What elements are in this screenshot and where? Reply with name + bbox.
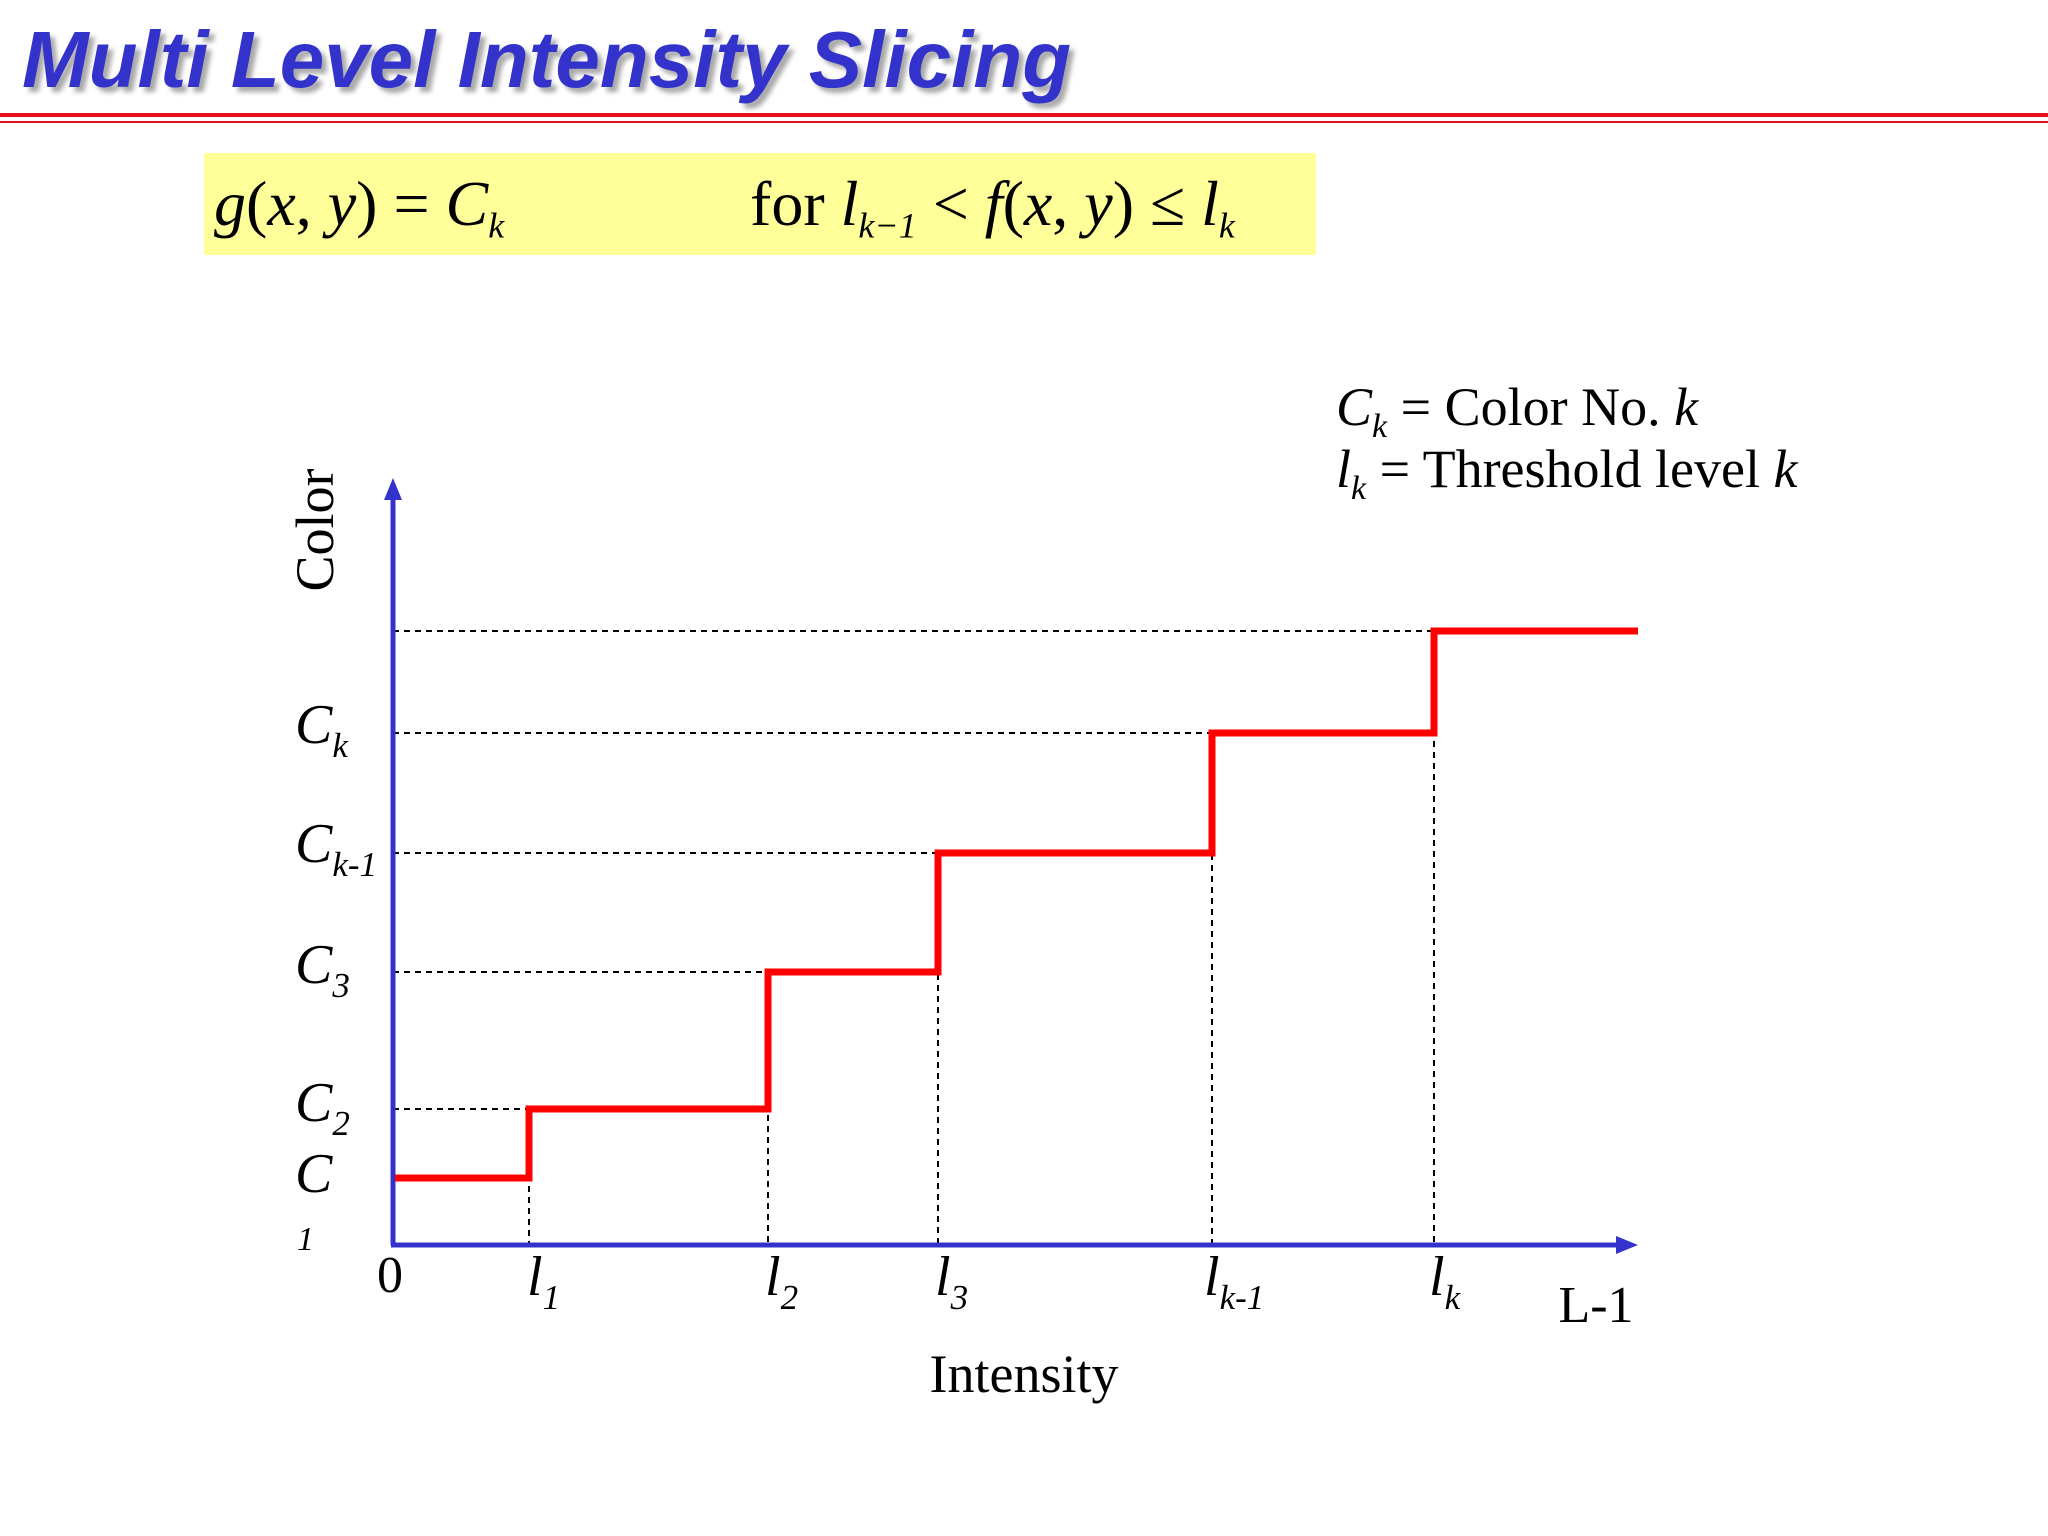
formula-rhs: for lk−1 < f(x, y) ≤ lk [750, 168, 1235, 246]
title-underline-thin [0, 121, 2048, 123]
x-tick-label: lk [1429, 1246, 1462, 1317]
title-underline-thick [0, 113, 2048, 117]
y-tick-label: Ck [295, 694, 349, 765]
x-tick-labels: l1 l2 l3 lk-1 lk [527, 1246, 1462, 1317]
y-axis-label: Color [285, 468, 345, 591]
y-tick-label: C3 [295, 934, 350, 1005]
y-axis-arrow-icon [384, 478, 402, 500]
y-tick-label: C2 [295, 1072, 350, 1143]
formula-lhs: g(x, y) = Ck [214, 168, 505, 246]
origin-label: 0 [377, 1247, 403, 1304]
y-tick-label: 1 [297, 1221, 314, 1258]
legend-threshold-def: lk = Threshold level k [1336, 439, 1798, 507]
formula-box: g(x, y) = Ck for lk−1 < f(x, y) ≤ lk [204, 153, 1316, 255]
x-tick-label: l3 [935, 1246, 968, 1317]
x-axis-label: Intensity [930, 1344, 1119, 1404]
x-tick-label: lk-1 [1204, 1246, 1264, 1317]
y-tick-label: C [295, 1143, 333, 1205]
slide-title: Multi Level Intensity Slicing [22, 15, 1072, 104]
x-axis-arrow-icon [1616, 1236, 1638, 1254]
staircase-mapping [395, 627, 1638, 1182]
dashed-guides [393, 630, 1435, 1245]
y-tick-label: Ck-1 [295, 813, 377, 884]
legend-color-def: Ck = Color No. k [1336, 377, 1699, 445]
x-max-label: L-1 [1558, 1277, 1633, 1334]
axes [384, 478, 1638, 1254]
x-tick-label: l1 [527, 1246, 560, 1317]
y-tick-labels: C 1 C2 C3 Ck-1 Ck [295, 694, 377, 1258]
x-tick-label: l2 [765, 1246, 798, 1317]
